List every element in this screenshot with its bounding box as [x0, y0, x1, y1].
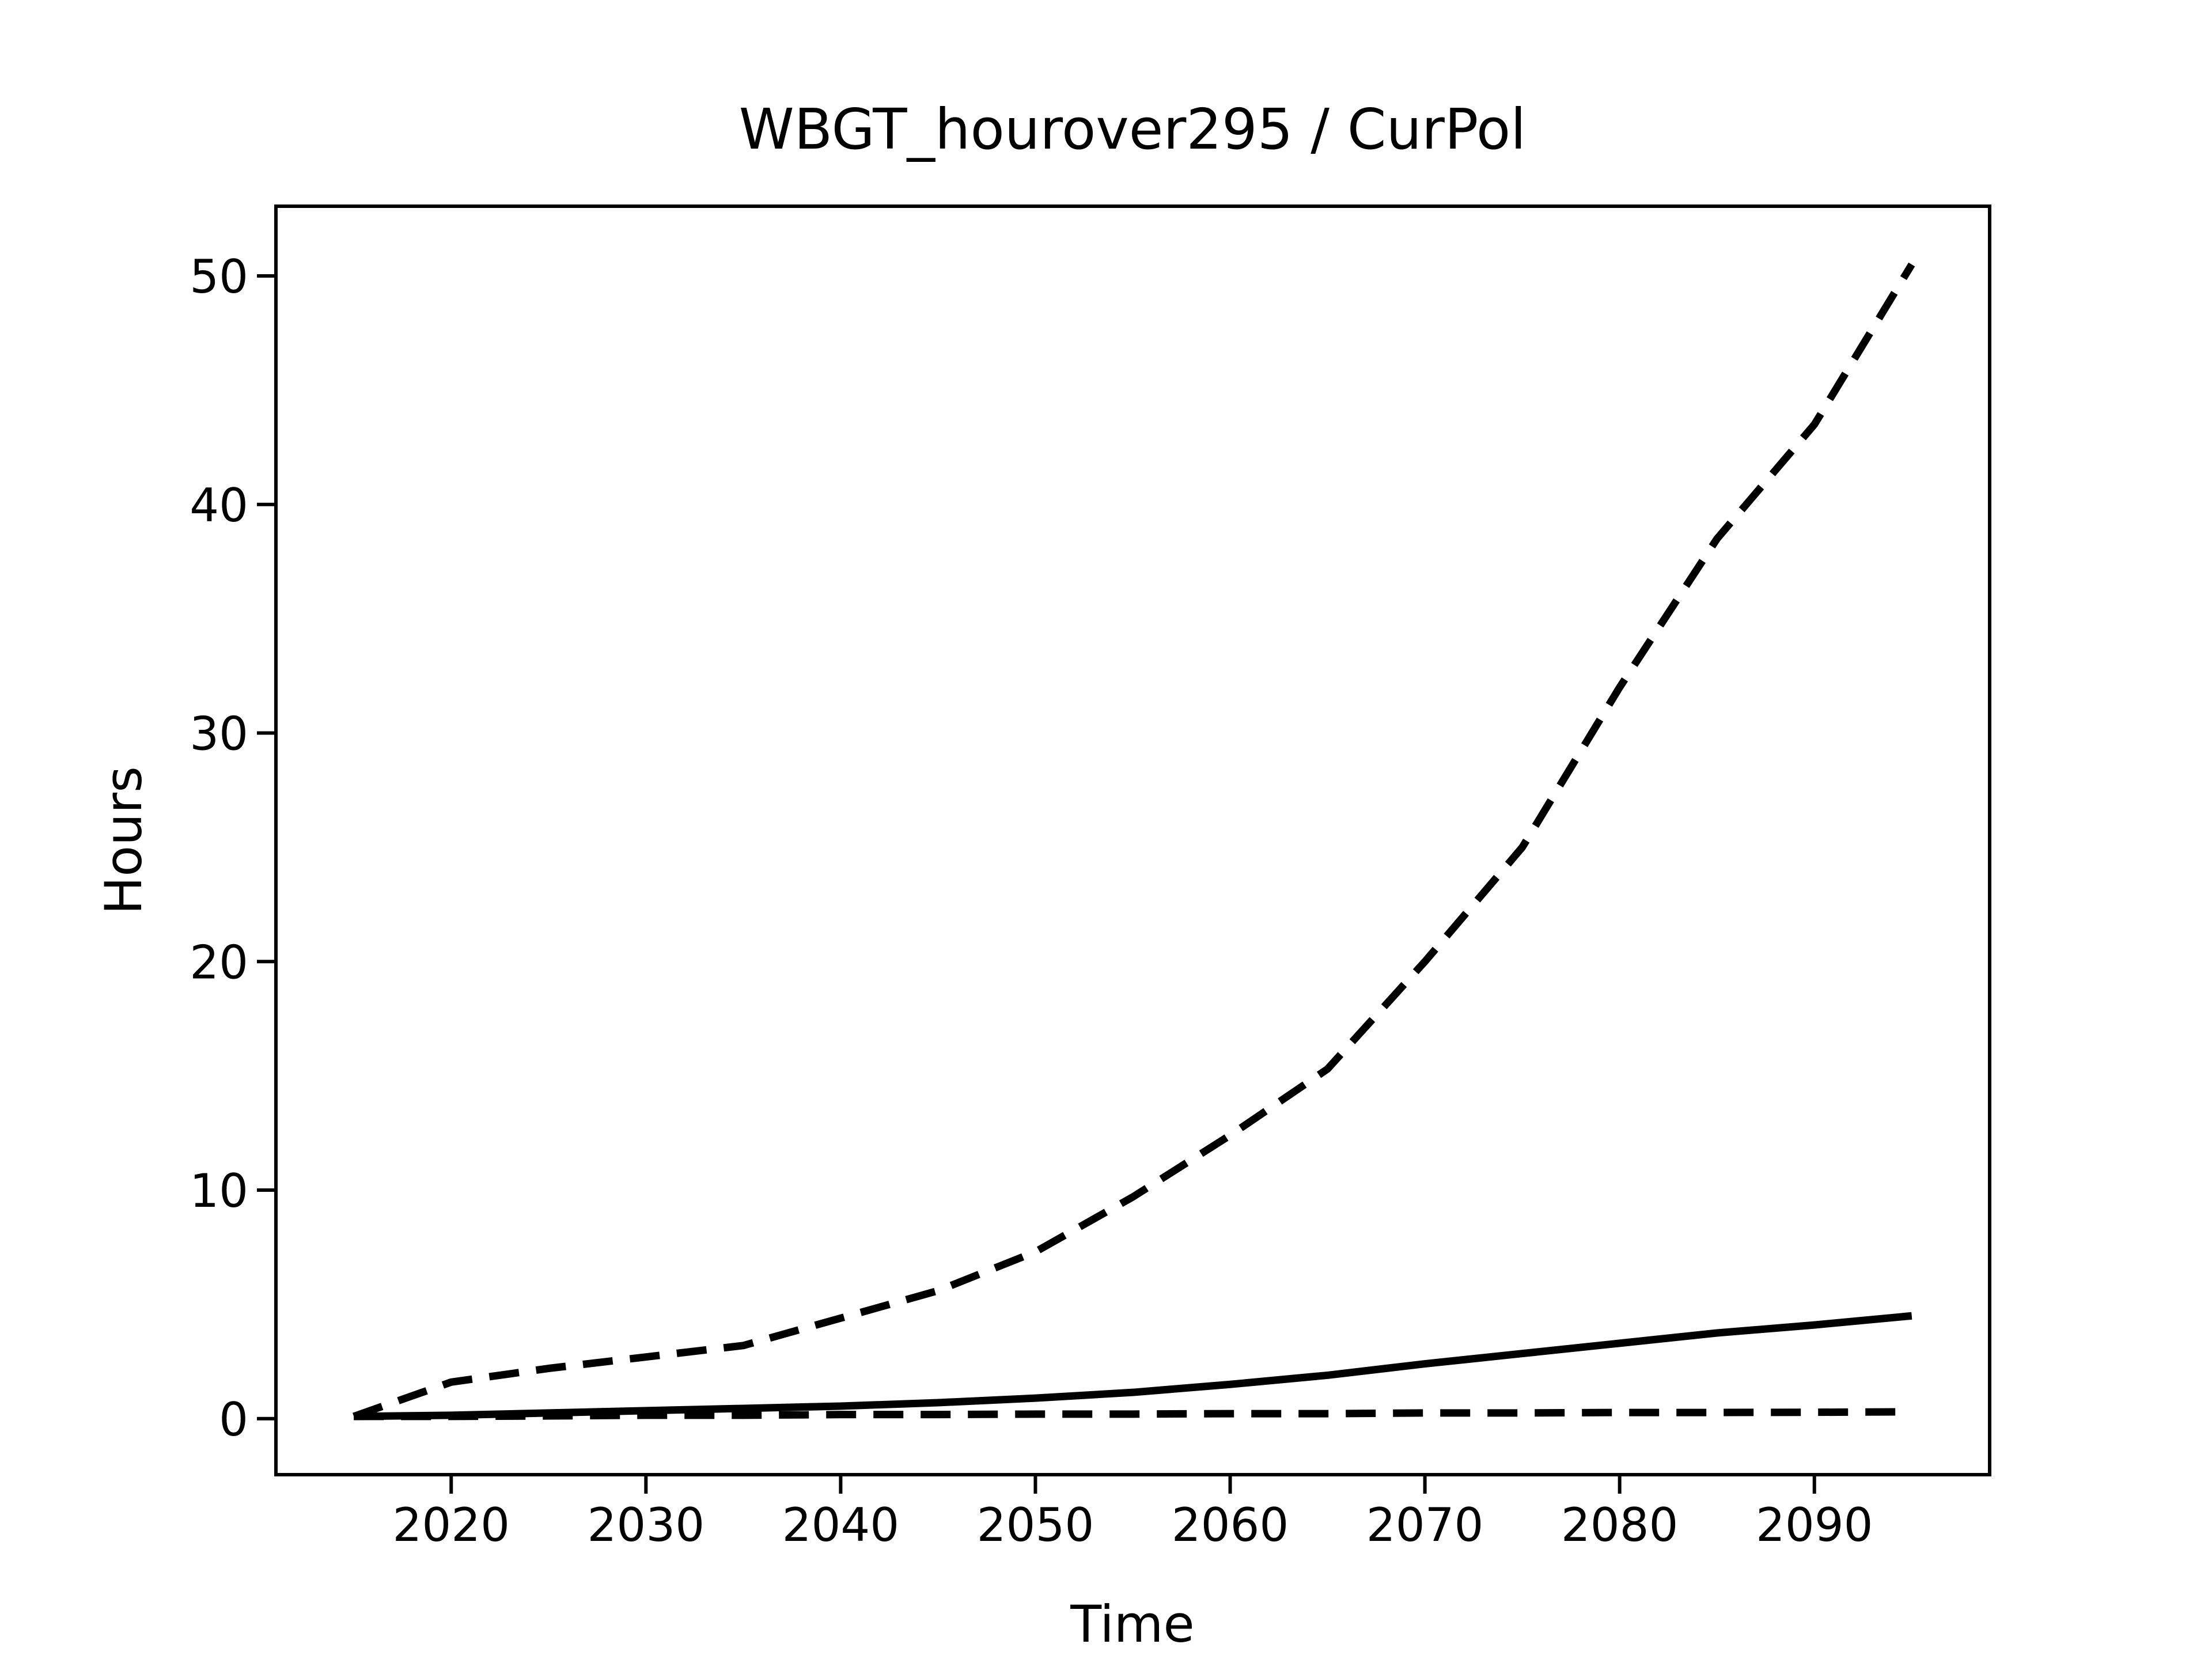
x-axis-label: Time — [1070, 1594, 1194, 1654]
y-tick-label: 0 — [219, 1393, 248, 1446]
x-tick-label: 2060 — [1172, 1498, 1289, 1552]
y-tick-label: 20 — [190, 935, 248, 989]
series-lower-dashed-line — [354, 1408, 1912, 1421]
x-tick-label: 2020 — [392, 1498, 510, 1552]
x-tick-label: 2070 — [1366, 1498, 1484, 1552]
x-tick-label: 2050 — [977, 1498, 1094, 1552]
series-solid-line — [354, 1312, 1912, 1421]
x-tick-label: 2030 — [588, 1498, 705, 1552]
chart-title: WBGT_hourover295 / CurPol — [739, 97, 1526, 162]
x-tick-label: 2090 — [1756, 1498, 1873, 1552]
y-axis-label: Hours — [94, 766, 153, 915]
axes-layer: 2020 2030 2040 2050 2060 2070 2080 209001020304… — [190, 204, 1991, 1552]
plot-spines — [274, 204, 1991, 1476]
x-tick-label: 2040 — [782, 1498, 900, 1552]
y-tick-label: 40 — [190, 479, 248, 532]
series-upper-dashed-line — [353, 262, 1915, 1420]
x-tick-label: 2080 — [1561, 1498, 1679, 1552]
y-tick-label: 30 — [190, 707, 248, 761]
series-layer — [353, 262, 1915, 1421]
y-tick-label: 50 — [190, 250, 248, 304]
y-tick-label: 10 — [190, 1164, 248, 1218]
